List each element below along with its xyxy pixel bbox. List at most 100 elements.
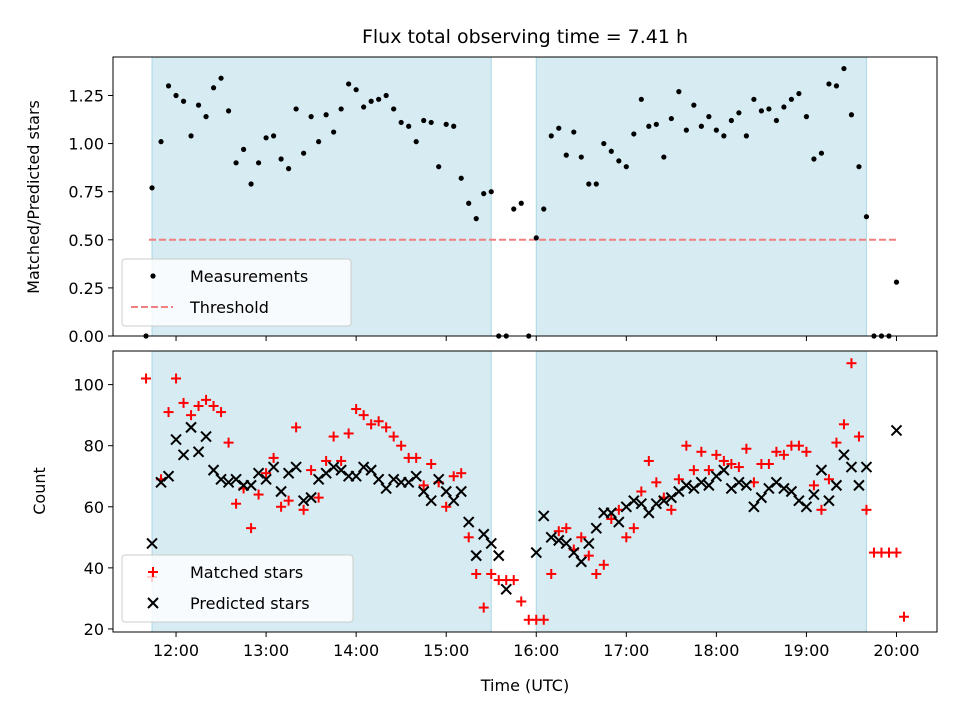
measurement-point: [443, 121, 449, 127]
matched-star-point: [643, 455, 654, 466]
matched-star-point: [471, 568, 482, 579]
matched-star-point: [336, 455, 347, 466]
predicted-star-point: [830, 479, 843, 492]
predicted-star-point: [890, 424, 903, 437]
legend-label-threshold: Threshold: [189, 298, 269, 317]
predicted-star-point: [290, 461, 302, 473]
predicted-star-point: [372, 473, 385, 485]
measurement-point: [225, 108, 232, 114]
predicted-star-point: [500, 583, 512, 595]
predicted-star-point: [590, 522, 603, 534]
measurement-point: [601, 140, 607, 147]
measurement-point: [210, 85, 217, 91]
predicted-star-point: [177, 449, 190, 461]
legend-marker-matched: [148, 567, 158, 577]
predicted-star-point: [845, 461, 858, 473]
measurement-point: [833, 83, 840, 89]
matched-star-point: [546, 568, 557, 579]
measurement-point: [623, 164, 629, 170]
matched-star-point: [201, 394, 212, 405]
measurement-point: [301, 150, 307, 156]
matched-star-point: [718, 455, 729, 466]
matched-star-point: [673, 474, 684, 485]
predicted-star-point: [357, 461, 370, 473]
matched-star-point: [171, 373, 182, 384]
matched-star-point: [891, 547, 902, 558]
matched-star-point: [246, 523, 257, 534]
matched-star-point: [808, 480, 819, 491]
matched-star-point: [178, 397, 189, 408]
x-tick-label: 15:00: [423, 641, 469, 660]
predicted-star-point: [733, 476, 745, 489]
measurement-point: [826, 81, 832, 87]
measurement-point: [451, 123, 457, 129]
matched-star-point: [651, 477, 662, 488]
measurement-point: [728, 117, 734, 124]
matched-star-point: [576, 532, 587, 543]
matched-star-point: [823, 474, 834, 485]
predicted-star-point: [628, 494, 640, 507]
chart-title: Flux total observing time = 7.41 h: [362, 26, 688, 48]
y-tick-label: 0.50: [68, 231, 104, 250]
matched-star-point: [763, 459, 774, 470]
y-tick-label: 1.25: [68, 86, 104, 105]
predicted-star-point: [327, 461, 340, 473]
measurement-point: [758, 108, 764, 114]
predicted-star-point: [853, 479, 865, 492]
matched-star-point: [411, 452, 422, 463]
measurement-point: [863, 214, 870, 220]
matched-star-point: [561, 523, 572, 534]
y-tick-label: 100: [73, 376, 104, 395]
predicted-star-point: [267, 461, 280, 473]
matched-star-point: [598, 559, 609, 570]
measurement-point: [391, 106, 397, 112]
legend-frame: [121, 554, 354, 623]
measurement-point: [488, 189, 494, 195]
matched-star-point: [291, 422, 302, 433]
matched-star-point: [163, 407, 174, 418]
predicted-star-point: [275, 485, 287, 498]
measurement-point: [361, 104, 367, 110]
predicted-star-point: [575, 556, 587, 568]
matched-star-point: [591, 568, 602, 579]
predicted-star-point: [350, 470, 362, 482]
measurement-point: [323, 112, 329, 118]
y-tick-label: 40: [84, 559, 104, 578]
matched-star-point: [321, 455, 332, 466]
measurement-point: [698, 123, 704, 129]
legend-frame: [121, 258, 352, 327]
measurement-point: [173, 92, 179, 99]
predicted-star-point: [478, 528, 490, 540]
ratio-panel: 0.00 0.25 0.50 0.75 1.00 1.25 Matched/Predict…: [24, 56, 938, 346]
matched-star-point: [448, 471, 459, 482]
matched-star-point: [726, 459, 737, 470]
predicted-star-point: [800, 501, 813, 513]
legend-marker-measurements: [150, 273, 156, 279]
predicted-star-point: [755, 491, 768, 504]
measurement-point: [149, 185, 155, 191]
y-tick-label: 80: [84, 437, 104, 456]
measurement-point: [893, 279, 900, 285]
predicted-star-point: [560, 537, 572, 550]
predicted-star-point: [605, 507, 618, 519]
matched-star-point: [426, 459, 437, 470]
matched-star-point: [343, 428, 354, 439]
predicted-star-point: [215, 473, 227, 485]
y-tick-label: 1.00: [68, 135, 104, 154]
x-tick-label: 14:00: [333, 641, 379, 660]
measurement-point: [811, 156, 817, 162]
measurement-point: [556, 125, 562, 131]
matched-star-point: [846, 358, 857, 369]
measurement-point: [195, 102, 202, 108]
matched-star-point: [681, 440, 692, 451]
predicted-star-point: [583, 537, 595, 550]
matched-star-point: [733, 462, 744, 473]
measurement-point: [533, 235, 539, 241]
x-tick-label: 12:00: [153, 641, 199, 660]
count-panel: 12:00 13:00 14:00 15:00 16:00 17:00 18:00 19:00…: [30, 350, 938, 695]
legend-label-matched: Matched stars: [190, 563, 303, 582]
x-tick-label: 18:00: [693, 641, 739, 660]
matched-star-point: [223, 437, 234, 448]
measurement-point: [308, 114, 314, 120]
matched-star-point: [508, 575, 519, 586]
